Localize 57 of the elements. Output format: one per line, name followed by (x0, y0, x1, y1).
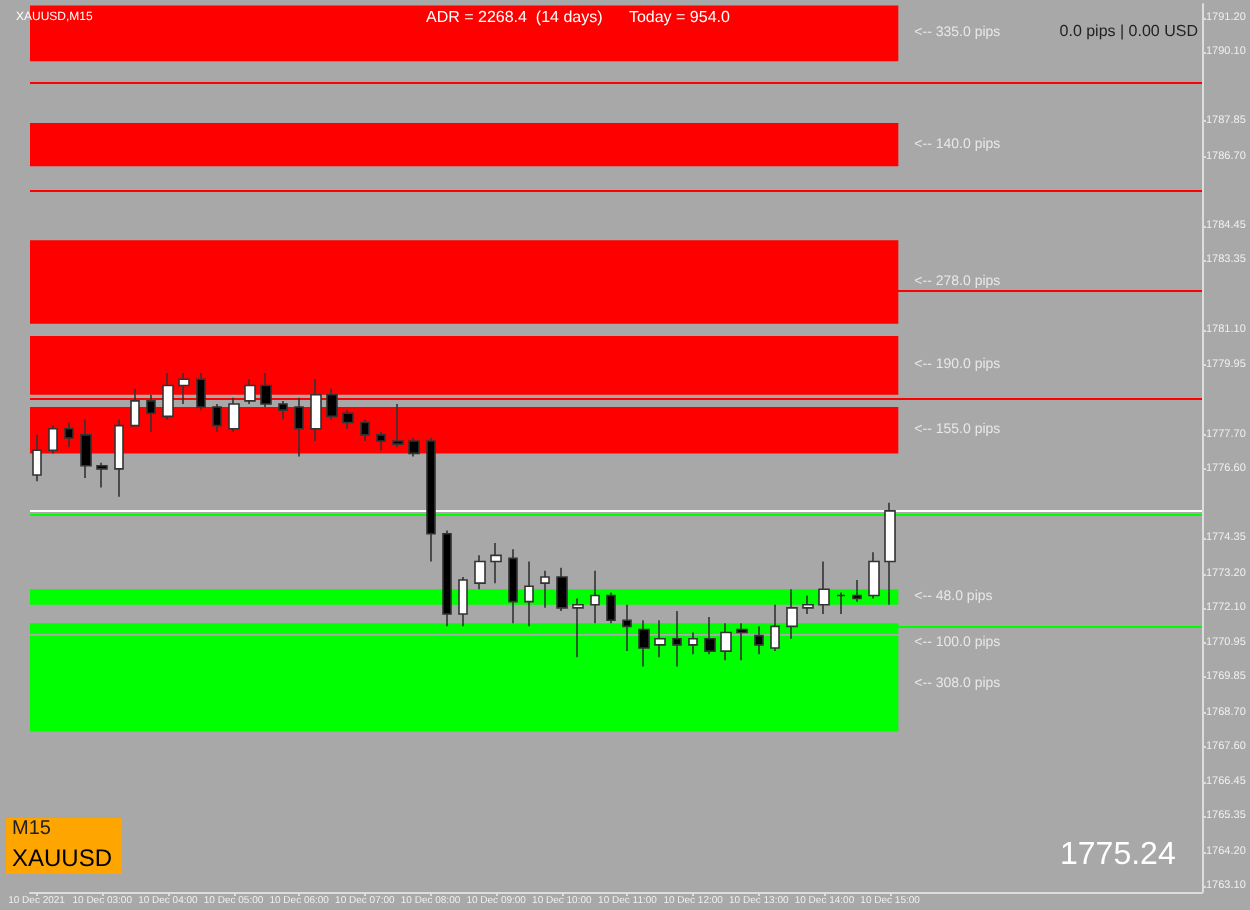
candlestick (376, 430, 386, 452)
candlestick (32, 434, 42, 482)
candlestick (524, 560, 534, 628)
candlestick (720, 622, 732, 662)
candlestick (212, 403, 222, 433)
candlestick (736, 622, 748, 662)
candlestick (342, 409, 354, 430)
candlestick (672, 610, 682, 668)
candlestick (688, 631, 698, 655)
candlestick (178, 372, 190, 405)
candlestick (162, 372, 174, 421)
candlestick (654, 619, 666, 659)
candlestick (114, 418, 124, 498)
candlestick (868, 551, 880, 600)
candlestick (474, 554, 486, 591)
candlestick (458, 576, 468, 628)
candlestick (80, 418, 92, 479)
candlestick (572, 597, 584, 659)
candlestick (508, 548, 518, 625)
candlestick (96, 461, 108, 489)
candlestick (392, 403, 404, 449)
candlestick (196, 372, 206, 411)
candlestick (294, 397, 304, 458)
candlestick (228, 397, 240, 433)
annotation: 0.0 pips | 0.00 USD (1059, 22, 1198, 40)
candlestick (146, 393, 156, 433)
candlestick (836, 591, 846, 615)
candlestick (590, 569, 600, 625)
candlestick (770, 603, 780, 652)
candlestick (638, 619, 650, 668)
candlestick (786, 588, 798, 640)
annotation: ADR = 2268.4 (14 days) Today = 954.0 (426, 8, 730, 26)
candlestick (244, 378, 256, 405)
candlestick (310, 378, 322, 442)
candlestick (606, 591, 616, 625)
candlestick (48, 424, 58, 455)
candlestick (490, 542, 502, 584)
candlestick (704, 616, 716, 655)
candlestick (326, 387, 338, 421)
annotation: M15 (12, 818, 51, 840)
candlestick (852, 579, 862, 603)
candlestick (360, 418, 370, 442)
candlestick (754, 625, 764, 655)
candlestick (818, 560, 830, 615)
annotation: XAUUSD (12, 844, 113, 872)
candlestick (556, 566, 568, 612)
candlestick (260, 372, 272, 408)
candlestick (426, 437, 436, 563)
candlestick (622, 603, 632, 652)
candlestick (802, 594, 814, 615)
annotation: 1775.24 (1060, 838, 1176, 872)
candlestick (64, 421, 74, 449)
candlestick (130, 387, 140, 427)
candlestick (408, 437, 420, 458)
candlestick (278, 400, 288, 421)
candlestick (540, 569, 550, 609)
candlestick (442, 529, 452, 628)
